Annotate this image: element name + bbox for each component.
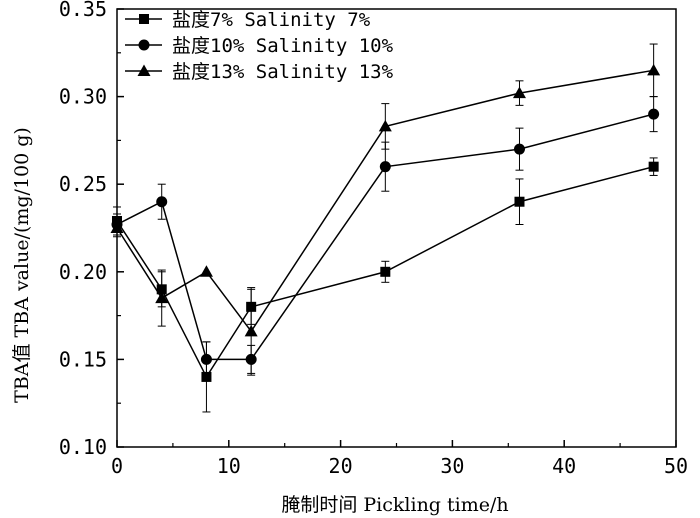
y-tick-label: 0.15 — [59, 347, 107, 371]
data-point — [648, 161, 659, 172]
data-point — [156, 196, 168, 208]
data-point — [379, 161, 391, 173]
series-layer — [110, 43, 661, 413]
series-triangle — [110, 43, 661, 376]
axes: 0 10 20 30 40 50 0.10 0.15 0.20 0.25 0.30 0.35 — [59, 0, 688, 478]
y-tick-label: 0.20 — [59, 260, 107, 284]
legend-label: 盐度13% Salinity 13% — [172, 61, 394, 83]
y-tick-label: 0.25 — [59, 172, 107, 196]
legend-marker — [138, 39, 150, 51]
data-point — [110, 221, 124, 233]
x-tick-label: 10 — [217, 454, 241, 478]
legend: 盐度7% Salinity 7% 盐度10% Salinity 10% 盐度13% … — [125, 9, 394, 83]
legend-label: 盐度7% Salinity 7% — [172, 9, 371, 31]
data-point — [155, 291, 169, 304]
x-tick-label: 30 — [440, 454, 464, 478]
series-square — [112, 157, 659, 413]
data-point — [513, 143, 525, 155]
x-tick-label: 50 — [664, 454, 688, 478]
x-tick-label: 0 — [111, 454, 123, 478]
data-point — [512, 86, 526, 99]
legend-entry: 盐度13% Salinity 13% — [125, 61, 394, 83]
x-tick-label: 40 — [552, 454, 576, 478]
data-point — [200, 353, 212, 365]
legend-label: 盐度10% Salinity 10% — [172, 35, 394, 57]
data-point — [514, 196, 525, 207]
y-tick-label: 0.35 — [59, 0, 107, 21]
data-point — [380, 266, 391, 277]
data-point — [199, 265, 213, 277]
data-point — [244, 324, 258, 337]
x-axis-label: 腌制时间 Pickling time/h — [281, 494, 508, 516]
legend-marker — [139, 14, 149, 24]
x-tick-label: 20 — [329, 454, 353, 478]
data-point — [648, 108, 660, 120]
legend-entry: 盐度10% Salinity 10% — [125, 35, 394, 57]
y-tick-label: 0.10 — [59, 435, 107, 459]
legend-entry: 盐度7% Salinity 7% — [125, 9, 371, 31]
data-point — [647, 63, 661, 76]
legend-marker — [137, 64, 151, 76]
data-point — [378, 119, 392, 132]
y-tick-label: 0.30 — [59, 85, 107, 109]
y-axis-label: TBA值 TBA value/(mg/100 g) — [11, 127, 33, 403]
